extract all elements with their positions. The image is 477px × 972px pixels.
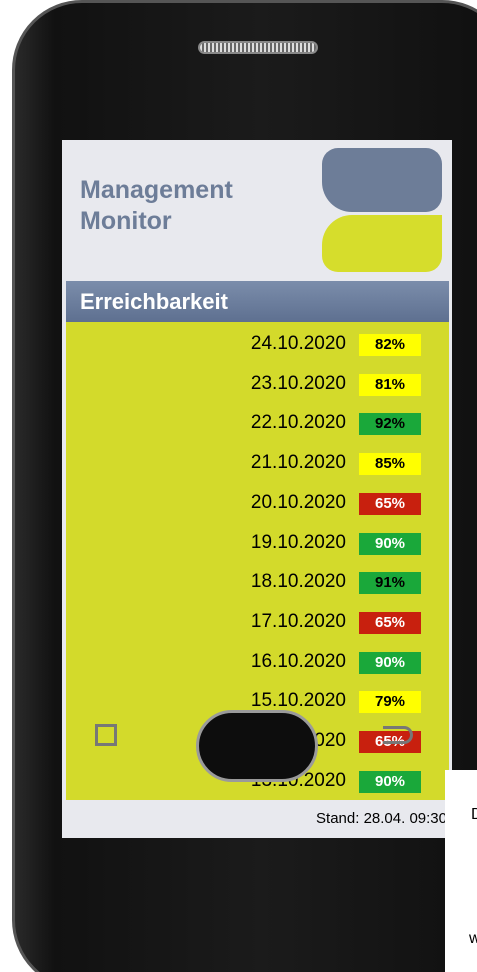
logo-part xyxy=(322,148,442,212)
row-date: 17.10.2020 xyxy=(66,611,346,633)
row-value: 90% xyxy=(359,652,421,674)
row-date: 20.10.2020 xyxy=(66,492,346,514)
row-date: 18.10.2020 xyxy=(66,571,346,593)
row-date: 24.10.2020 xyxy=(66,333,346,355)
row-value: 85% xyxy=(359,453,421,475)
recent-apps-button[interactable] xyxy=(95,724,117,746)
row-value: 90% xyxy=(359,771,421,793)
row-date: 16.10.2020 xyxy=(66,651,346,673)
row-date: 15.10.2020 xyxy=(66,690,346,712)
page: Management Monitor Erreichbarkeit 24.10.… xyxy=(0,0,477,972)
row-value: 65% xyxy=(359,493,421,515)
row-value: 82% xyxy=(359,334,421,356)
row-date: 23.10.2020 xyxy=(66,373,346,395)
row-date: 19.10.2020 xyxy=(66,532,346,554)
row-value: 81% xyxy=(359,374,421,396)
overlay-text: w xyxy=(469,930,477,948)
row-date: 22.10.2020 xyxy=(66,412,346,434)
overlay-panel: D w xyxy=(445,770,477,972)
logo-part xyxy=(322,215,442,272)
section-header: Erreichbarkeit xyxy=(66,281,449,322)
row-value: 65% xyxy=(359,612,421,634)
row-value: 90% xyxy=(359,533,421,555)
row-value: 92% xyxy=(359,413,421,435)
title-line: Management xyxy=(80,175,233,206)
row-date: 21.10.2020 xyxy=(66,452,346,474)
overlay-text: D xyxy=(471,806,477,824)
speaker-grille xyxy=(198,41,318,54)
timestamp: Stand: 28.04. 09:30 xyxy=(62,800,447,838)
title-line: Monitor xyxy=(80,206,233,237)
home-button[interactable] xyxy=(196,710,318,782)
back-button[interactable] xyxy=(383,726,413,744)
row-value: 79% xyxy=(359,691,421,713)
app-title: Management Monitor xyxy=(80,175,233,237)
row-value: 91% xyxy=(359,572,421,594)
